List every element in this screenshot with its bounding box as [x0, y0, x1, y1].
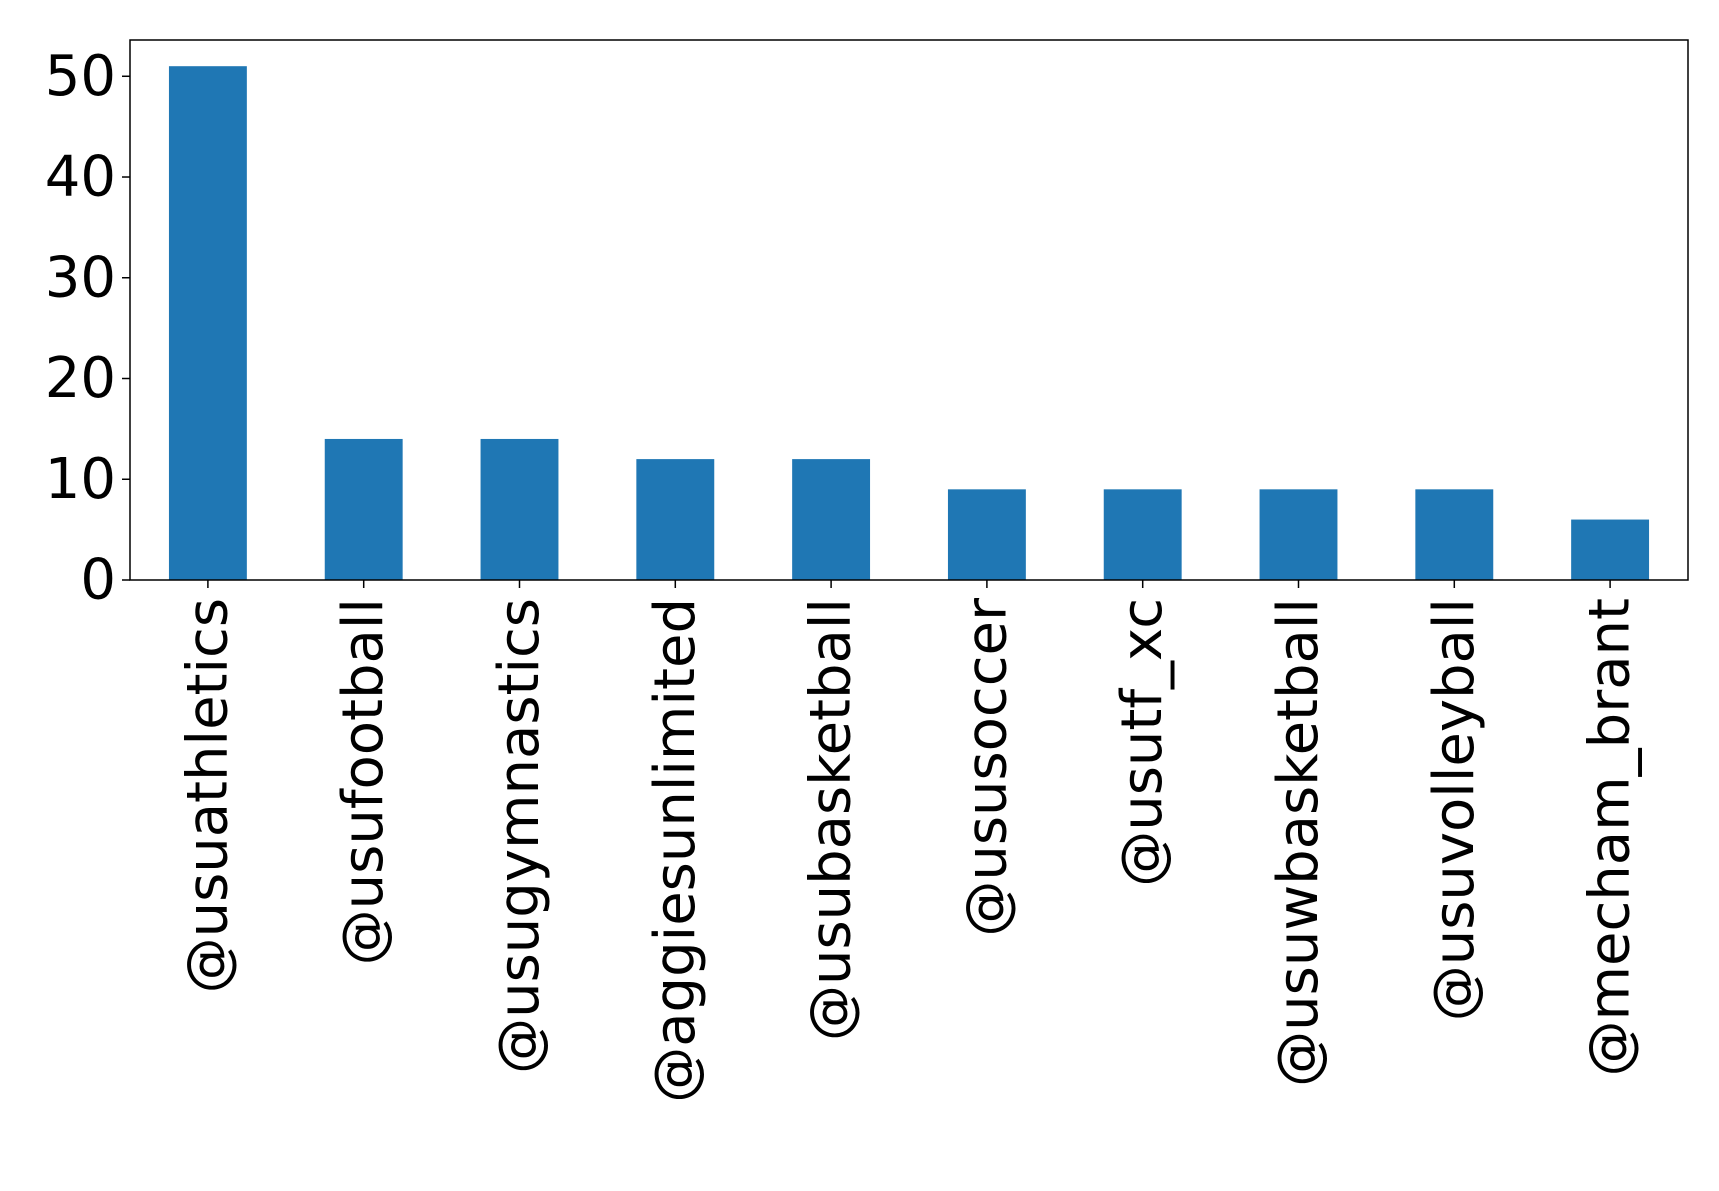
- y-tick-label: 30: [45, 245, 116, 310]
- x-tick-label: @usuathletics: [175, 598, 240, 993]
- x-tick-label: @usufootball: [331, 598, 396, 965]
- y-tick-label: 0: [80, 548, 116, 613]
- bar-1: [168, 66, 247, 580]
- y-axis: 0 10 20 30 40 50: [45, 44, 130, 613]
- bar-8: [1259, 489, 1338, 580]
- x-tick-label: @usutf_xc: [1110, 598, 1175, 887]
- bars-group: [168, 66, 1650, 580]
- bar-5: [792, 459, 871, 580]
- x-tick-label: @ususoccer: [954, 597, 1019, 937]
- bar-9: [1415, 489, 1494, 580]
- bar-3: [480, 438, 559, 580]
- bar-7: [1103, 489, 1182, 580]
- bar-10: [1571, 519, 1650, 580]
- x-tick-label: @usubasketball: [799, 598, 864, 1041]
- plot-frame: [129, 39, 1689, 581]
- x-axis: @usuathletics @usufootball @usugymnastics @…: [175, 580, 1643, 1103]
- bar-4: [636, 459, 715, 580]
- y-tick-label: 40: [45, 145, 116, 210]
- x-tick-label: @usugymnastics: [487, 598, 552, 1074]
- x-tick-label: @usuvolleyball: [1422, 598, 1487, 1021]
- x-tick-label: @aggiesunlimited: [643, 598, 708, 1103]
- x-tick-label: @mecham_brant: [1578, 598, 1643, 1077]
- y-tick-label: 20: [45, 346, 116, 411]
- bar-6: [947, 489, 1026, 580]
- y-tick-label: 10: [45, 447, 116, 512]
- y-tick-label: 50: [45, 44, 116, 109]
- x-tick-label: @usuwbasketball: [1266, 598, 1331, 1087]
- bar-2: [324, 438, 403, 580]
